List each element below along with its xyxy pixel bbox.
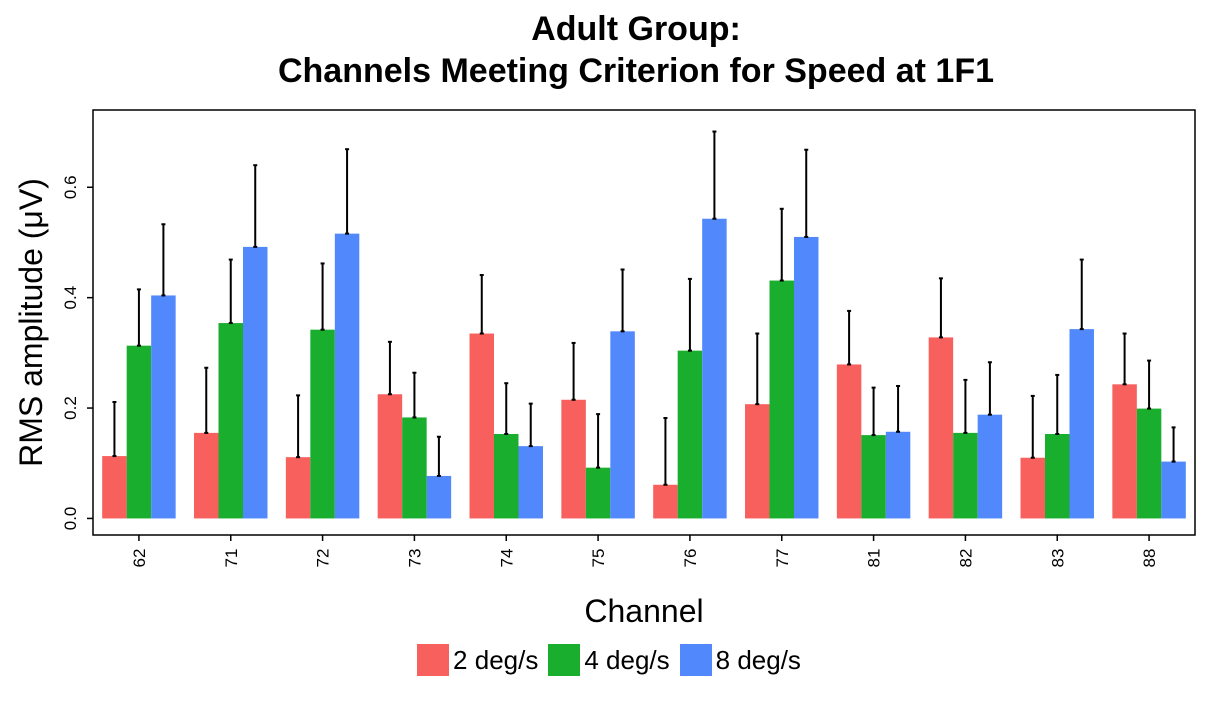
- bar: [702, 218, 727, 519]
- x-axis-title: Channel: [584, 593, 703, 629]
- bar: [426, 475, 452, 519]
- legend-label-8deg: 8 deg/s: [715, 644, 801, 675]
- bar: [1069, 329, 1094, 519]
- bar: [1112, 384, 1137, 519]
- bar: [126, 345, 152, 519]
- bar: [769, 280, 794, 519]
- legend-item-8deg: 8 deg/s: [679, 644, 807, 676]
- x-tick-label: 88: [1140, 549, 1159, 568]
- bar: [836, 364, 862, 519]
- bar-chart: 0.0 0.2 0.4 0.6 62 71 72 73 74 75 76 77 81 82 83 88 Chan…: [13, 109, 1196, 629]
- x-tick-label: 73: [405, 549, 424, 568]
- y-tick-label: 0.2: [61, 396, 80, 420]
- legend-swatch-2deg: [417, 644, 450, 676]
- legend: 2 deg/s 4 deg/s 8 deg/s: [0, 640, 1224, 680]
- bar: [285, 457, 311, 519]
- legend-swatch-4deg: [548, 644, 581, 676]
- bar: [953, 432, 978, 519]
- bar: [585, 467, 611, 519]
- bar: [377, 394, 403, 519]
- x-tick-label: 62: [130, 549, 149, 568]
- y-tick-label: 0.4: [61, 286, 80, 310]
- bar: [793, 236, 819, 519]
- bar: [151, 295, 176, 519]
- bar: [518, 446, 543, 519]
- bar: [561, 399, 586, 519]
- x-tick-label: 77: [773, 549, 792, 568]
- bar: [334, 233, 360, 519]
- bar: [242, 246, 268, 519]
- x-tick-label: 72: [314, 549, 333, 568]
- bar: [469, 333, 495, 519]
- chart-title-line-2: Channels Meeting Criterion for Speed at …: [277, 52, 994, 90]
- bar: [402, 417, 427, 519]
- bar: [1136, 408, 1162, 519]
- bar: [1161, 461, 1186, 519]
- bar: [928, 337, 954, 519]
- bar: [861, 435, 886, 519]
- bar: [494, 433, 519, 519]
- x-tick-label: 76: [681, 549, 700, 568]
- y-tick-label: 0.6: [61, 175, 80, 199]
- y-tick-label: 0.0: [61, 507, 80, 531]
- bar: [677, 350, 703, 519]
- legend-swatch-8deg: [679, 644, 712, 676]
- legend-label-4deg: 4 deg/s: [584, 644, 670, 675]
- x-tick-label: 81: [865, 549, 884, 568]
- bar: [1045, 433, 1070, 519]
- x-tick-label: 71: [222, 549, 241, 568]
- bar: [102, 456, 127, 519]
- x-tick-label: 82: [956, 549, 975, 568]
- x-tick-label: 83: [1048, 549, 1067, 568]
- bar: [653, 484, 678, 519]
- x-tick-label: 74: [497, 549, 516, 568]
- x-tick-label: 75: [589, 549, 608, 568]
- bar: [310, 329, 335, 519]
- bar: [885, 431, 911, 519]
- legend-item-2deg: 2 deg/s: [417, 644, 544, 676]
- legend-label-2deg: 2 deg/s: [453, 644, 539, 675]
- bar: [977, 414, 1003, 519]
- bar: [218, 323, 243, 519]
- bar: [745, 404, 770, 519]
- chart-title-line-1: Adult Group:: [531, 10, 741, 48]
- legend-item-4deg: 4 deg/s: [548, 644, 675, 676]
- plot-panel-border: [92, 109, 1196, 536]
- bar: [610, 331, 635, 519]
- bar: [194, 432, 219, 519]
- y-axis-title: RMS amplitude (μV): [13, 178, 49, 467]
- bar: [1020, 457, 1046, 519]
